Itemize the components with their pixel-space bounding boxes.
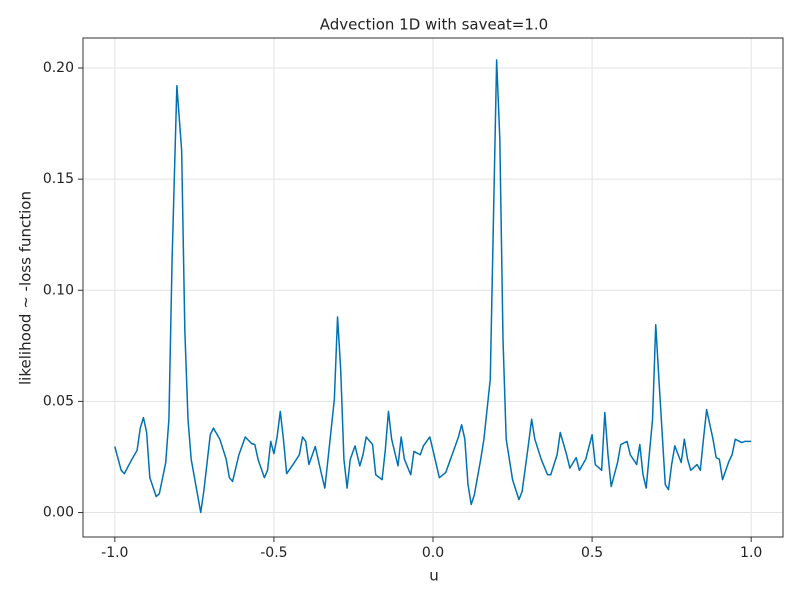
x-tick-label: 1.0 [740,545,762,561]
y-tick-label: 0.20 [43,60,74,76]
data-line [114,59,752,514]
x-tick-label: 0.5 [581,545,603,561]
x-tick-label: 0.0 [422,545,444,561]
y-tick-label: 0.10 [43,282,74,298]
x-tick-label: -0.5 [260,545,287,561]
plot-frame [82,37,784,538]
y-tick-label: 0.05 [43,393,74,409]
y-tick-label: 0.15 [43,171,74,187]
y-axis-label: likelihood ~ -loss function [17,191,35,385]
x-tick-label: -1.0 [101,545,128,561]
y-tick-label: 0.00 [43,505,74,521]
x-axis-label: u [429,567,439,585]
chart-title: Advection 1D with saveat=1.0 [320,16,548,34]
